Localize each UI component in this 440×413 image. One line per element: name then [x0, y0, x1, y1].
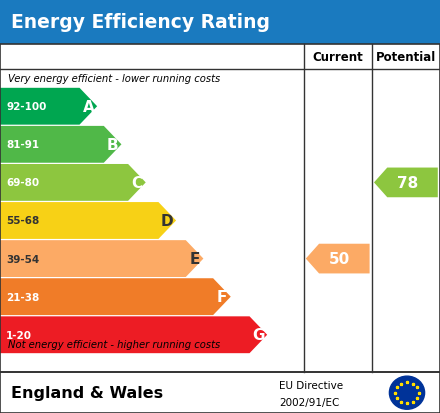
Polygon shape — [0, 127, 121, 164]
Text: 1-20: 1-20 — [6, 330, 32, 340]
Bar — [0, 0, 440, 45]
Text: B: B — [107, 138, 118, 152]
Text: F: F — [217, 290, 227, 304]
Text: Potential: Potential — [376, 50, 436, 64]
Polygon shape — [0, 202, 176, 239]
Polygon shape — [374, 168, 438, 198]
Polygon shape — [306, 244, 370, 274]
Text: Energy Efficiency Rating: Energy Efficiency Rating — [11, 13, 270, 32]
Text: Very energy efficient - lower running costs: Very energy efficient - lower running co… — [8, 74, 220, 84]
Text: 78: 78 — [397, 176, 418, 190]
Bar — [0, 45, 440, 373]
Text: 81-91: 81-91 — [6, 140, 39, 150]
Text: 69-80: 69-80 — [6, 178, 39, 188]
Text: 39-54: 39-54 — [6, 254, 40, 264]
Bar — [0, 373, 440, 413]
Text: 21-38: 21-38 — [6, 292, 40, 302]
Text: EU Directive: EU Directive — [279, 380, 344, 390]
Circle shape — [389, 376, 425, 409]
Polygon shape — [0, 316, 267, 353]
Text: G: G — [252, 328, 264, 342]
Text: E: E — [189, 252, 200, 266]
Polygon shape — [0, 165, 146, 202]
Text: England & Wales: England & Wales — [11, 385, 163, 400]
Polygon shape — [0, 89, 97, 126]
Polygon shape — [0, 278, 231, 316]
Polygon shape — [0, 240, 203, 277]
Text: 55-68: 55-68 — [6, 216, 40, 226]
Text: D: D — [161, 214, 174, 228]
Text: A: A — [82, 100, 94, 114]
Text: Not energy efficient - higher running costs: Not energy efficient - higher running co… — [8, 339, 220, 350]
Text: 50: 50 — [329, 252, 350, 266]
Text: 2002/91/EC: 2002/91/EC — [279, 396, 340, 407]
Text: 92-100: 92-100 — [6, 102, 47, 112]
Text: C: C — [132, 176, 143, 190]
Text: Current: Current — [312, 50, 363, 64]
